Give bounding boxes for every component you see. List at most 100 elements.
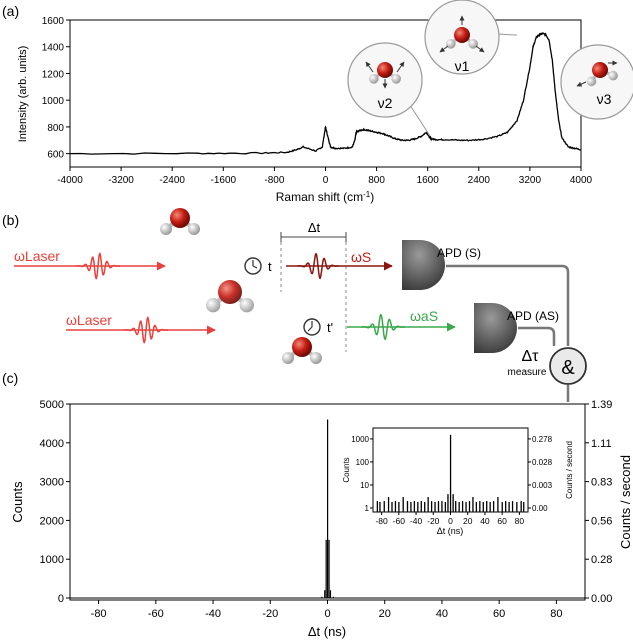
apd-s-detector-icon	[402, 240, 445, 290]
panel-c-y-ticks: 0 1000 2000 3000 4000 5000	[40, 399, 70, 605]
x-tick-label: -2400	[159, 175, 185, 186]
mode-nu1-label: ν1	[455, 58, 470, 74]
inset-bar	[383, 501, 385, 512]
delta-t-label: Δt	[308, 220, 321, 235]
inset-bar	[444, 502, 447, 512]
inset-bar	[520, 501, 522, 512]
inset-bar	[472, 497, 474, 512]
inset-bar	[394, 501, 397, 512]
inset-y2-tick-label: 0.003	[532, 481, 553, 490]
y2-tick-label: 0.00	[591, 593, 612, 605]
histogram-bar	[321, 596, 323, 598]
mode-nu3-label: ν3	[597, 91, 612, 107]
inset-y2-tick-label: 0.028	[532, 458, 553, 467]
x-tick-label: 1600	[417, 175, 440, 186]
anti-stokes-wavepacket	[361, 313, 405, 341]
inset-bar	[441, 501, 443, 512]
molecule-group	[158, 206, 324, 366]
panel-c-x-label: Δt (ns)	[308, 624, 346, 639]
mode-nu2-bubble: ν2	[347, 42, 423, 118]
inset-bar	[413, 501, 416, 512]
laser-1-wavepacket	[76, 252, 120, 280]
inset-bar	[424, 502, 426, 512]
y2-tick-label: 1.11	[591, 438, 612, 450]
inset-bar	[447, 494, 449, 512]
measure-label: measure	[508, 367, 547, 378]
inset-bar	[492, 501, 495, 512]
x-tick-label: -20	[262, 608, 278, 620]
x-tick-label: 3200	[519, 175, 542, 186]
x-tick-label: 80	[550, 608, 562, 620]
y2-tick-label: 0.56	[591, 515, 612, 527]
clock-icon	[303, 318, 321, 336]
inset-bar	[455, 501, 457, 512]
inset-bar	[461, 501, 464, 512]
inset-bar	[482, 502, 484, 512]
y2-tick-label: 1.39	[591, 399, 612, 411]
inset-y-tick-label: 100	[356, 458, 370, 467]
raman-spectrum-line	[69, 32, 582, 155]
histogram-bar	[329, 590, 332, 598]
time-t-label: t	[268, 259, 272, 274]
x-tick-label: 60	[493, 608, 505, 620]
inset-x-tick-label: 60	[497, 516, 507, 526]
x-tick-label: -40	[205, 608, 221, 620]
inset-y2-label: Counts / second	[565, 441, 574, 499]
inset-bar	[452, 494, 454, 512]
laser-1-label: ωLaser	[14, 248, 60, 264]
inset-x-ticks: -80 -60 -40 -20 0 20 40 60 80	[375, 512, 524, 526]
apd-s-label: APD (S)	[437, 246, 481, 260]
inset-bar	[379, 502, 381, 512]
x-tick-label: -4000	[57, 175, 83, 186]
x-tick-label: -3200	[108, 175, 134, 186]
inset-bar	[376, 501, 379, 512]
inset-bar	[486, 501, 488, 512]
x-tick-label: 20	[379, 608, 391, 620]
inset-bar	[458, 502, 460, 512]
inset-x-tick-label: -60	[393, 516, 406, 526]
y-tick-label: 1200	[42, 69, 65, 80]
x-tick-label: 40	[436, 608, 448, 620]
vibration-callouts: ν2 ν1 ν3	[347, 0, 633, 137]
mode-nu3-bubble: ν3	[560, 44, 633, 120]
inset-x-tick-label: 40	[480, 516, 490, 526]
inset-y2-tick-label: 0.278	[532, 435, 553, 444]
inset-x-tick-label: 0	[448, 516, 453, 526]
x-tick-label: -80	[91, 608, 107, 620]
x-tick-label: 800	[368, 175, 385, 186]
panel-b-label: (b)	[2, 212, 19, 228]
y-tick-label: 1000	[42, 96, 65, 107]
inset-bar	[391, 502, 393, 512]
inset-y-tick-label: 1	[365, 504, 370, 513]
inset-bar	[501, 502, 503, 512]
y-tick-label: 2000	[40, 515, 64, 527]
inset-bar	[516, 502, 518, 512]
y-tick-label: 600	[47, 150, 64, 161]
panel-a-axes	[69, 19, 582, 168]
y-tick-label: 0	[58, 593, 64, 605]
inset-bar	[523, 502, 525, 512]
inset-bar	[449, 434, 452, 512]
y-tick-label: 5000	[40, 399, 64, 411]
inset-bar	[387, 497, 390, 512]
inset-x-tick-label: 20	[463, 516, 473, 526]
inset-bar	[475, 502, 478, 512]
time-tprime-label: t'	[327, 320, 333, 335]
x-tick-label: -800	[264, 175, 284, 186]
inset-y-tick-label: 1000	[351, 435, 369, 444]
y2-tick-label: 0.83	[591, 477, 612, 489]
y-tick-label: 1400	[42, 43, 65, 54]
inset-bar	[406, 501, 409, 512]
x-tick-label: -1600	[211, 175, 237, 186]
inset-bar	[417, 502, 419, 512]
laser-2-label: ωLaser	[66, 312, 112, 328]
panel-c-y-label: Counts	[10, 481, 25, 523]
inset-y-ticks: 1 10 100 1000	[351, 435, 373, 513]
apd-as-detector-icon	[474, 303, 517, 353]
cable-s	[446, 264, 570, 346]
inset-histogram	[376, 434, 525, 512]
inset-bar	[468, 501, 471, 512]
omega-s-label: ωS	[351, 249, 371, 265]
x-tick-label: -60	[148, 608, 164, 620]
